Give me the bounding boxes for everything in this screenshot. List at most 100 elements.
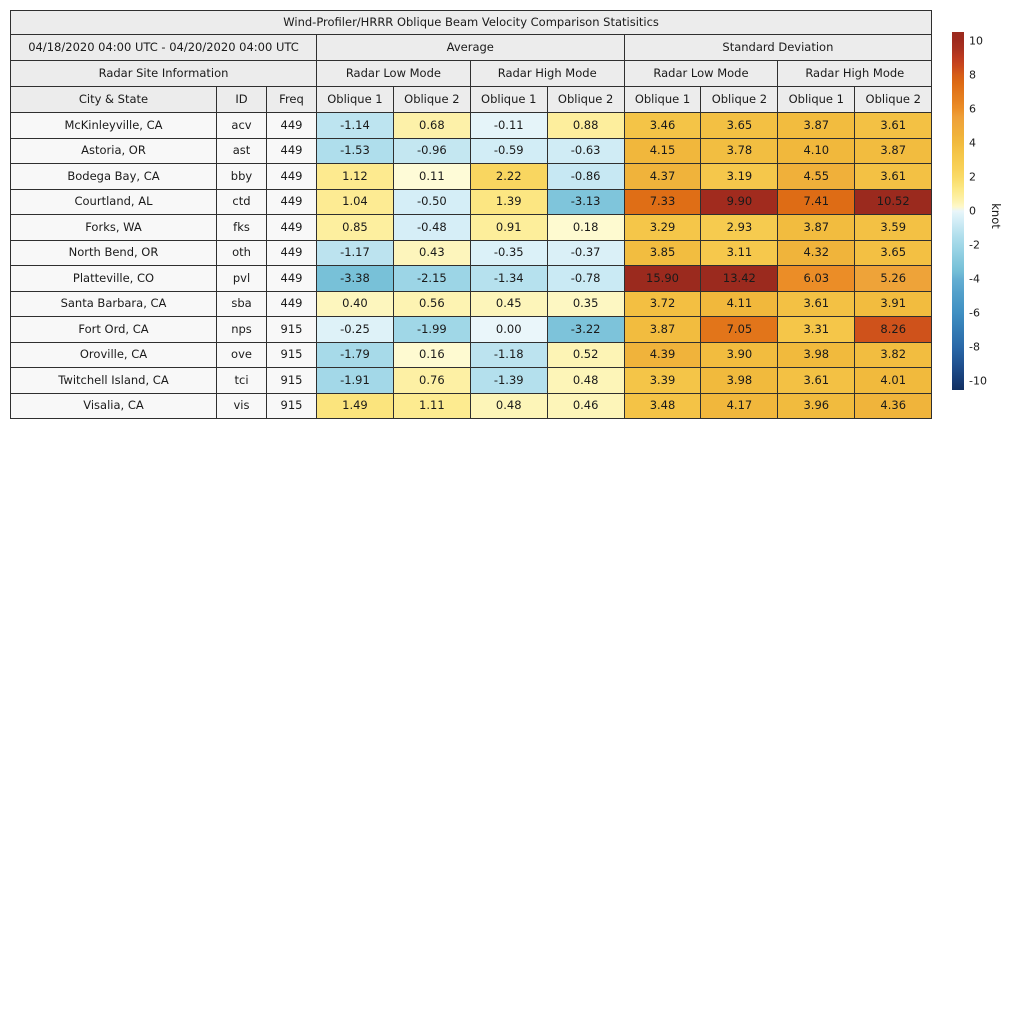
city-cell: Twitchell Island, CA	[11, 368, 217, 394]
freq-cell: 915	[267, 393, 317, 419]
value-cell: 4.37	[624, 164, 701, 190]
city-cell: Visalia, CA	[11, 393, 217, 419]
freq-cell: 915	[267, 317, 317, 343]
value-cell: 0.76	[393, 368, 470, 394]
table-row: Twitchell Island, CAtci915-1.910.76-1.39…	[11, 368, 932, 394]
freq-cell: 449	[267, 291, 317, 317]
id-cell: ctd	[217, 189, 267, 215]
mode-header-avg-high: Radar High Mode	[470, 61, 624, 87]
col-header-oblique1: Oblique 1	[778, 87, 855, 113]
city-cell: North Bend, OR	[11, 240, 217, 266]
value-cell: 4.36	[855, 393, 932, 419]
city-cell: McKinleyville, CA	[11, 113, 217, 139]
id-cell: acv	[217, 113, 267, 139]
value-cell: -3.38	[317, 266, 394, 292]
freq-cell: 449	[267, 189, 317, 215]
freq-cell: 449	[267, 240, 317, 266]
value-cell: 0.56	[393, 291, 470, 317]
value-cell: -0.25	[317, 317, 394, 343]
value-cell: -1.79	[317, 342, 394, 368]
city-cell: Courtland, AL	[11, 189, 217, 215]
freq-cell: 449	[267, 215, 317, 241]
value-cell: 15.90	[624, 266, 701, 292]
value-cell: 0.35	[547, 291, 624, 317]
table-row: Oroville, CAove915-1.790.16-1.180.524.39…	[11, 342, 932, 368]
table-row: North Bend, ORoth449-1.170.43-0.35-0.373…	[11, 240, 932, 266]
value-cell: -2.15	[393, 266, 470, 292]
colorbar-tick-label: -8	[969, 342, 980, 353]
value-cell: -1.17	[317, 240, 394, 266]
freq-cell: 449	[267, 266, 317, 292]
id-cell: fks	[217, 215, 267, 241]
value-cell: 4.17	[701, 393, 778, 419]
value-cell: 4.10	[778, 138, 855, 164]
value-cell: 4.11	[701, 291, 778, 317]
colorbar-tick-label: -4	[969, 274, 980, 285]
col-header-oblique2: Oblique 2	[701, 87, 778, 113]
value-cell: 1.12	[317, 164, 394, 190]
colorbar-tick-label: -10	[969, 376, 987, 387]
value-cell: 4.15	[624, 138, 701, 164]
value-cell: 0.48	[547, 368, 624, 394]
value-cell: -0.86	[547, 164, 624, 190]
value-cell: 0.46	[547, 393, 624, 419]
value-cell: -0.50	[393, 189, 470, 215]
value-cell: 0.88	[547, 113, 624, 139]
figure-canvas: Wind-Profiler/HRRR Oblique Beam Velocity…	[0, 0, 1024, 1024]
value-cell: 4.32	[778, 240, 855, 266]
id-cell: tci	[217, 368, 267, 394]
table-row: Platteville, COpvl449-3.38-2.15-1.34-0.7…	[11, 266, 932, 292]
value-cell: 1.39	[470, 189, 547, 215]
table-row: Santa Barbara, CAsba4490.400.560.450.353…	[11, 291, 932, 317]
value-cell: 3.87	[778, 113, 855, 139]
colorbar-gradient	[952, 32, 964, 390]
colorbar-unit-label: knot	[989, 203, 1003, 229]
value-cell: 3.90	[701, 342, 778, 368]
value-cell: 13.42	[701, 266, 778, 292]
value-cell: 0.18	[547, 215, 624, 241]
table-row: Visalia, CAvis9151.491.110.480.463.484.1…	[11, 393, 932, 419]
date-range: 04/18/2020 04:00 UTC - 04/20/2020 04:00 …	[11, 35, 317, 61]
city-cell: Oroville, CA	[11, 342, 217, 368]
col-header-id: ID	[217, 87, 267, 113]
mode-header-std-high: Radar High Mode	[778, 61, 932, 87]
mode-header-std-low: Radar Low Mode	[624, 61, 778, 87]
table-row: Forks, WAfks4490.85-0.480.910.183.292.93…	[11, 215, 932, 241]
city-cell: Forks, WA	[11, 215, 217, 241]
table-row: McKinleyville, CAacv449-1.140.68-0.110.8…	[11, 113, 932, 139]
value-cell: 1.04	[317, 189, 394, 215]
value-cell: 3.65	[855, 240, 932, 266]
value-cell: 3.39	[624, 368, 701, 394]
value-cell: 4.01	[855, 368, 932, 394]
value-cell: 1.49	[317, 393, 394, 419]
value-cell: 2.93	[701, 215, 778, 241]
value-cell: 0.45	[470, 291, 547, 317]
value-cell: -1.91	[317, 368, 394, 394]
id-cell: oth	[217, 240, 267, 266]
col-header-oblique2: Oblique 2	[547, 87, 624, 113]
id-cell: ast	[217, 138, 267, 164]
value-cell: 3.11	[701, 240, 778, 266]
col-header-oblique1: Oblique 1	[624, 87, 701, 113]
col-header-oblique2: Oblique 2	[393, 87, 470, 113]
value-cell: 3.48	[624, 393, 701, 419]
id-cell: ove	[217, 342, 267, 368]
value-cell: 0.48	[470, 393, 547, 419]
freq-cell: 449	[267, 138, 317, 164]
colorbar-tick-label: 0	[969, 206, 976, 217]
radar-site-info-header: Radar Site Information	[11, 61, 317, 87]
freq-cell: 449	[267, 113, 317, 139]
value-cell: -0.59	[470, 138, 547, 164]
value-cell: 0.16	[393, 342, 470, 368]
mode-header-avg-low: Radar Low Mode	[317, 61, 471, 87]
value-cell: -1.99	[393, 317, 470, 343]
value-cell: 0.40	[317, 291, 394, 317]
value-cell: 0.00	[470, 317, 547, 343]
value-cell: 10.52	[855, 189, 932, 215]
col-header-oblique2: Oblique 2	[855, 87, 932, 113]
value-cell: 3.87	[855, 138, 932, 164]
value-cell: 6.03	[778, 266, 855, 292]
colorbar-tick-label: 4	[969, 137, 976, 148]
table-row: Courtland, ALctd4491.04-0.501.39-3.137.3…	[11, 189, 932, 215]
freq-cell: 915	[267, 368, 317, 394]
